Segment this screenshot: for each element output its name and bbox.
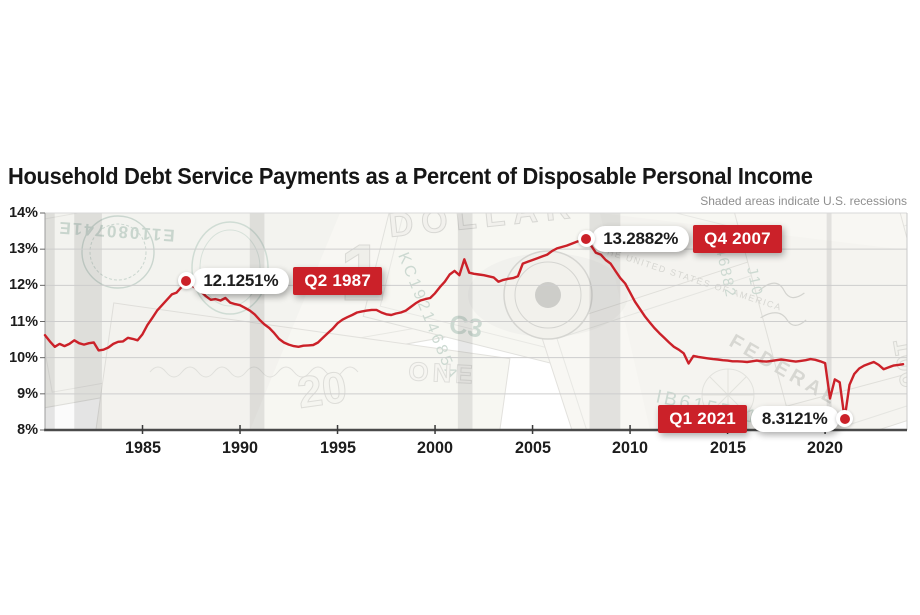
treasury-seal: [81, 215, 155, 289]
x-tick-label: 2010: [612, 438, 649, 457]
annotation-q1-2021: Q1 2021 8.3121%: [658, 404, 839, 433]
y-tick-label: 10%: [9, 348, 38, 366]
plate-letter-text: C3: [447, 308, 485, 343]
banknote-shape: [718, 213, 907, 407]
annotation-q4-2007: 13.2882% Q4 2007: [592, 224, 782, 253]
annotation-value-pill: 13.2882%: [592, 225, 690, 252]
chart-title: Household Debt Service Payments as a Per…: [8, 163, 813, 189]
y-tick-label: 14%: [9, 204, 38, 221]
y-tick-label: 9%: [17, 384, 38, 402]
signature-squiggle: [758, 282, 807, 326]
annotation-period-tag: Q4 2007: [693, 224, 782, 253]
y-tick-label: 8%: [17, 421, 38, 438]
serial-number-text: J10: [743, 265, 766, 298]
annotation-value-pill: 8.3121%: [750, 405, 839, 432]
numeral-twenty: 20: [295, 363, 350, 418]
x-tick-label: 2020: [807, 438, 844, 457]
serial-number-text: E11080741E: [232, 426, 350, 447]
x-tick-label: 2005: [514, 438, 551, 457]
annotation-point-q2-1987: [177, 272, 195, 290]
x-tick-label: 2000: [417, 438, 453, 457]
federal-reserve-seal: [503, 250, 593, 340]
scallop-border-ornament: [149, 366, 359, 378]
annotation-point-q1-2021: [836, 410, 854, 428]
x-tick-label: 1995: [319, 438, 356, 457]
recession-note: Shaded areas indicate U.S. recessions: [700, 194, 907, 208]
annotation-value-pill: 12.1251%: [192, 267, 290, 294]
x-tick-label: 2015: [709, 438, 746, 457]
y-tick-label: 12%: [9, 276, 38, 294]
banknote-shape: [89, 302, 511, 430]
x-tick-label: 1990: [222, 438, 258, 457]
gridlines: [45, 248, 907, 395]
y-tick-label: 13%: [9, 240, 38, 258]
x-tick-label: 1985: [124, 438, 161, 457]
annotation-period-tag: Q2 1987: [293, 266, 382, 295]
y-tick-label: 11%: [9, 312, 38, 330]
annotation-q2-1987: 12.1251% Q2 1987: [192, 266, 382, 295]
annotation-point-q4-2007: [577, 230, 595, 248]
annotation-period-tag: Q1 2021: [658, 404, 747, 433]
one-word-text: ONE: [408, 356, 478, 390]
